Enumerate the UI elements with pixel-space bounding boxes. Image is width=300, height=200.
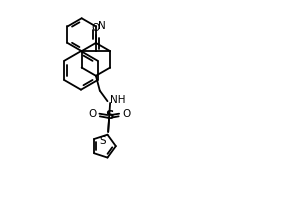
Text: O: O — [88, 109, 96, 119]
Text: S: S — [100, 136, 106, 146]
Text: O: O — [122, 109, 130, 119]
Text: O: O — [92, 23, 100, 33]
Text: NH: NH — [110, 95, 126, 105]
Text: S: S — [105, 109, 113, 122]
Text: N: N — [98, 21, 105, 31]
